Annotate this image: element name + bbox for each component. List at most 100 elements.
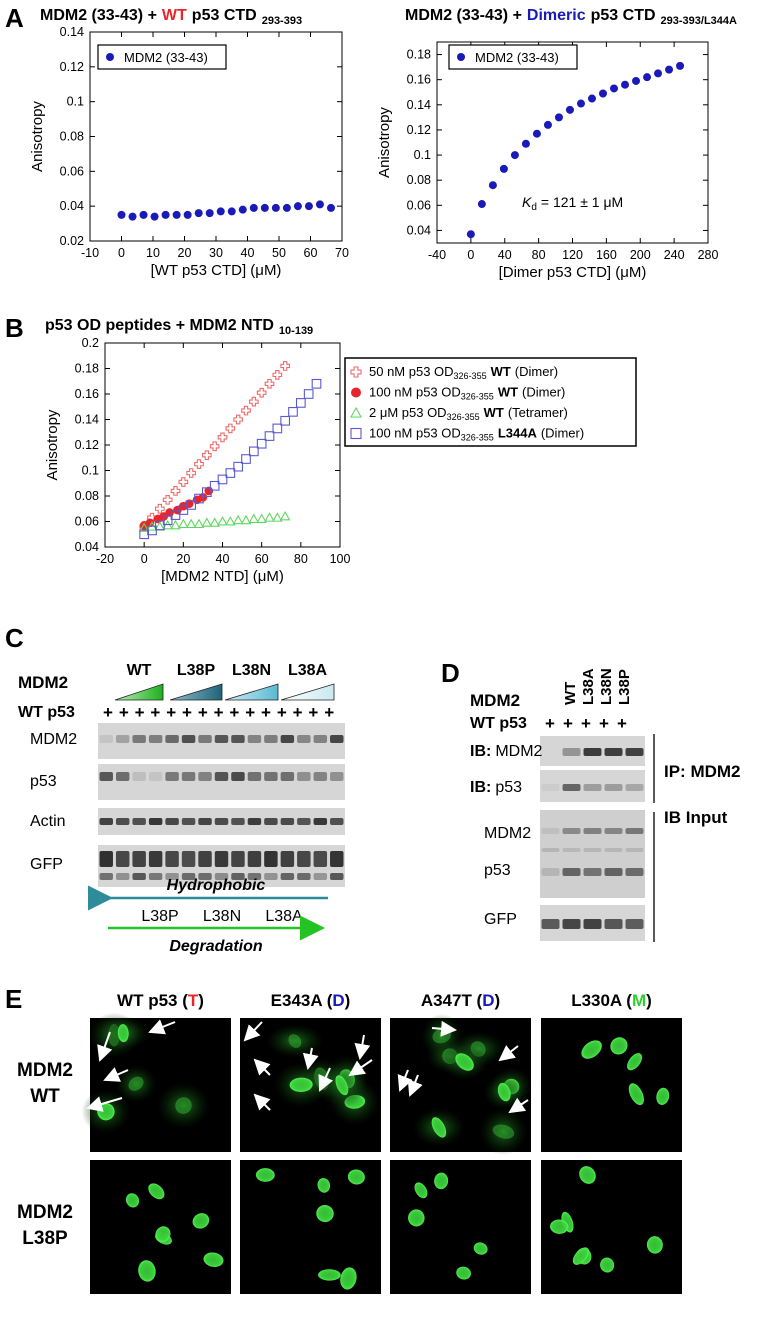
bracket-label: IP: MDM2 (664, 762, 741, 781)
band (115, 735, 130, 743)
legend-variant: WT (498, 385, 518, 400)
band (583, 784, 602, 791)
band (231, 873, 245, 880)
legend-box (448, 44, 578, 70)
header-text: L330A ( (571, 991, 632, 1010)
y-tick-label: 0.06 (60, 164, 84, 178)
blot-label: GFP (484, 911, 517, 928)
lane-plus: + (245, 703, 255, 722)
band (280, 772, 295, 781)
lane-plus: + (581, 714, 591, 733)
arrow-mid-label: L38A (265, 908, 303, 925)
marker (170, 486, 181, 496)
legend-box (97, 44, 227, 70)
marker (216, 207, 225, 216)
arrow-mid-label: L38P (141, 908, 178, 925)
chart-title: MDM2 (33-43) + Dimeric p53 CTD 293-393/L344… (405, 7, 737, 27)
micrograph (541, 1018, 682, 1152)
y-tick-label: 0.1 (82, 464, 99, 478)
band (604, 868, 623, 876)
nucleus (408, 1209, 425, 1227)
marker (194, 459, 204, 469)
group-label: L38A (288, 662, 328, 679)
nucleus (288, 1034, 302, 1048)
nucleus (138, 1260, 156, 1282)
band (132, 772, 146, 781)
lane-plus: + (324, 703, 334, 722)
band (99, 873, 113, 880)
marker (225, 516, 236, 526)
band (583, 868, 602, 876)
y-axis-label: Anisotropy (44, 409, 61, 480)
x-tick-label: 40 (216, 552, 230, 566)
band (297, 851, 311, 867)
header-text: ) (198, 991, 204, 1010)
band (625, 848, 644, 852)
marker (288, 406, 298, 417)
marker (178, 477, 189, 487)
series (466, 61, 685, 239)
band (214, 772, 229, 781)
marker (554, 113, 563, 122)
band (583, 919, 602, 929)
x-tick-label: 100 (330, 552, 351, 566)
marker (147, 525, 157, 536)
marker (117, 210, 126, 219)
legend-subscript: 326-355 (447, 412, 480, 422)
band (99, 772, 113, 781)
band (625, 919, 644, 929)
marker (209, 517, 220, 527)
marker (248, 396, 259, 407)
band (264, 818, 278, 825)
title-text: p53 OD peptides + MDM2 NTD (45, 317, 274, 334)
band (247, 851, 262, 867)
marker (201, 487, 212, 498)
legend-text: (Dimer) (522, 385, 565, 400)
marker (499, 164, 508, 173)
header-code: D (482, 991, 494, 1010)
band (198, 818, 212, 825)
pointer-arrow (348, 1059, 373, 1077)
marker (350, 406, 362, 418)
x-axis-label: [WT p53 CTD] (μM) (151, 262, 282, 279)
annotation: Kd = 121 ± 1 μM (522, 194, 623, 213)
marker (280, 361, 291, 371)
title-subscript: 293-393 (262, 15, 302, 27)
marker (576, 99, 585, 108)
nucleus (192, 1213, 210, 1229)
lane-plus: + (214, 703, 224, 722)
marker (150, 212, 159, 221)
marker (185, 518, 197, 529)
lane-plus: + (135, 703, 145, 722)
band (297, 735, 311, 743)
row-label: MDM2 (17, 1202, 73, 1223)
marker (162, 515, 173, 526)
y-axis-label: Anisotropy (376, 107, 393, 178)
marker (280, 415, 291, 426)
pointer-arrow (253, 1093, 271, 1111)
title-text: p53 CTD (192, 7, 257, 24)
band (181, 873, 196, 880)
marker (233, 461, 244, 472)
band (165, 873, 179, 880)
row-label: WT (30, 1086, 60, 1107)
title-subscript: 10-139 (279, 325, 313, 337)
panel-label: E (5, 984, 22, 1014)
title-highlight: WT (162, 7, 187, 24)
band (604, 919, 623, 929)
marker (304, 202, 313, 211)
column-header: WT p53 (T) (117, 991, 204, 1010)
blot (98, 764, 345, 800)
nucleus (117, 1024, 129, 1043)
marker (295, 398, 306, 408)
nucleus (497, 1082, 511, 1102)
band (115, 772, 130, 781)
group-label: WT (127, 662, 152, 679)
group-label: L38N (232, 662, 271, 679)
band (280, 873, 295, 880)
legend-subscript: 326-355 (461, 392, 494, 402)
x-tick-label: 40 (241, 246, 255, 260)
marker (315, 200, 324, 209)
marker (209, 441, 220, 452)
lane-plus: + (166, 703, 176, 722)
